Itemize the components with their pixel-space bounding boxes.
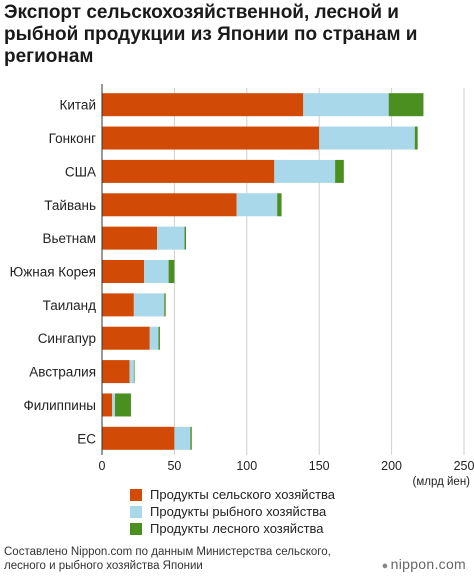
legend-swatch-agriculture [130,488,142,501]
bar-chart: Китай Гонконг США Тайвань Вьетнам Южная Корея… [10,84,474,488]
legend-label-agriculture: Продукты сельского хозяйства [150,487,336,502]
x-tick-label: 0 [99,459,106,473]
bar-agriculture-3 [102,193,237,217]
x-tick-label: 100 [236,459,257,473]
category-label: ЕС [77,431,96,446]
bar-forestry-0 [388,93,424,117]
legend-swatch-forestry [130,522,142,535]
x-tick-label: 250 [454,459,474,473]
bar-forestry-7 [158,326,160,350]
bar-forestry-3 [277,193,282,217]
category-label: Вьетнам [42,231,96,246]
bar-agriculture-10 [102,426,175,450]
category-label: Гонконг [49,131,96,146]
bar-forestry-8 [133,360,135,384]
bar-agriculture-1 [102,126,320,150]
bar-forestry-6 [164,293,166,317]
legend-item-forestry: Продукты лесного хозяйства [130,520,335,537]
bar-fishery-2 [274,159,336,183]
brand-dot-icon: ● [381,560,389,572]
category-label: Южная Корея [10,265,96,280]
category-label: США [65,164,96,179]
legend-item-fishery: Продукты рыбного хозяйства [130,503,335,520]
bar-fishery-3 [236,193,278,217]
source-note: Составлено Nippon.com по данным Министер… [4,546,331,572]
bar-agriculture-5 [102,260,144,283]
bar-fishery-5 [143,260,169,283]
bar-agriculture-2 [102,159,275,183]
x-tick-label: 200 [381,459,402,473]
legend: Продукты сельского хозяйства Продукты ры… [130,486,335,537]
bar-agriculture-6 [102,293,134,317]
category-label: Тайвань [44,198,96,213]
bar-forestry-4 [184,226,186,250]
category-label: Китай [60,98,97,113]
x-unit-label: (млрд йен) [413,476,471,488]
bar-fishery-9 [112,393,116,417]
bar-forestry-10 [190,426,192,450]
bar-fishery-8 [129,360,134,384]
bar-agriculture-7 [102,326,150,350]
bar-forestry-2 [335,159,344,183]
bar-forestry-9 [115,393,131,417]
category-label: Австралия [29,365,96,380]
bar-agriculture-9 [102,393,113,417]
legend-item-agriculture: Продукты сельского хозяйства [130,486,335,503]
bar-fishery-4 [157,226,185,250]
brand-logo: ● nippon.com [382,556,466,572]
bar-fishery-1 [319,126,415,150]
bar-forestry-1 [414,126,418,150]
bar-forestry-5 [168,260,175,283]
bar-fishery-0 [303,93,389,117]
category-label: Филиппины [23,398,96,413]
bar-agriculture-4 [102,226,158,250]
chart-title: Экспорт сельскохозяйственной, лесной и р… [4,2,418,67]
x-tick-label: 150 [309,459,330,473]
x-tick-label: 50 [167,459,181,473]
bar-fishery-6 [133,293,165,317]
bar-fishery-10 [174,426,191,450]
legend-label-fishery: Продукты рыбного хозяйства [150,504,327,519]
legend-label-forestry: Продукты лесного хозяйства [150,521,324,536]
category-label: Таиланд [43,298,97,313]
brand-text: nippon.com [390,556,466,572]
bar-agriculture-8 [102,360,130,384]
bar-agriculture-0 [102,93,304,117]
category-label: Сингапур [38,331,96,346]
legend-swatch-fishery [130,505,142,518]
bar-fishery-7 [149,326,159,350]
